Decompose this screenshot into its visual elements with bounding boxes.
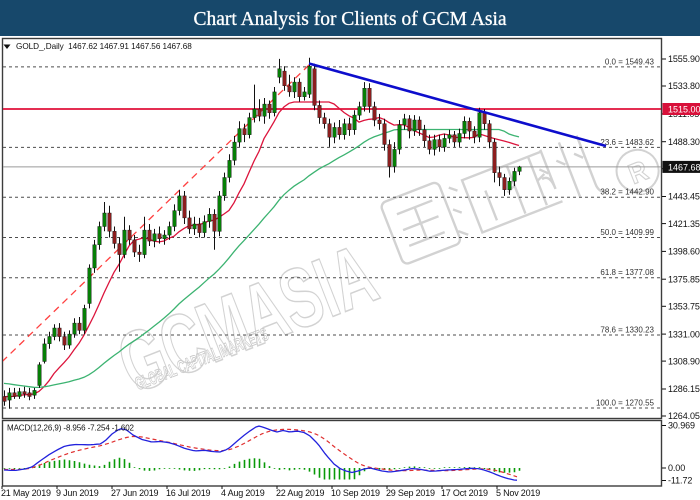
svg-text:1398.60: 1398.60 bbox=[668, 247, 700, 257]
svg-text:1421.35: 1421.35 bbox=[668, 219, 700, 229]
svg-text:1375.85: 1375.85 bbox=[668, 274, 700, 284]
svg-text:0.0 = 1549.43: 0.0 = 1549.43 bbox=[605, 57, 655, 66]
svg-text:10 Sep 2019: 10 Sep 2019 bbox=[331, 488, 380, 498]
svg-text:22 Aug 2019: 22 Aug 2019 bbox=[276, 488, 325, 498]
svg-text:4 Aug 2019: 4 Aug 2019 bbox=[221, 488, 265, 498]
svg-text:1286.15: 1286.15 bbox=[668, 384, 700, 394]
svg-text:16 Jul 2019: 16 Jul 2019 bbox=[166, 488, 211, 498]
svg-text:50.0 = 1409.99: 50.0 = 1409.99 bbox=[600, 228, 654, 237]
svg-text:1555.90: 1555.90 bbox=[668, 54, 700, 64]
svg-text:MACD(12,26,9) -8.956 -7.254 -1: MACD(12,26,9) -8.956 -7.254 -1.602 bbox=[7, 424, 135, 433]
svg-text:Chart Analysis for Clients of: Chart Analysis for Clients of GCM Asia bbox=[193, 9, 506, 30]
svg-text:1331.00: 1331.00 bbox=[668, 329, 700, 339]
svg-text:1533.80: 1533.80 bbox=[668, 81, 700, 91]
svg-text:30.969: 30.969 bbox=[668, 421, 695, 431]
svg-text:27 Jun 2019: 27 Jun 2019 bbox=[111, 488, 159, 498]
svg-text:1308.90: 1308.90 bbox=[668, 356, 700, 366]
svg-text:9 Jun 2019: 9 Jun 2019 bbox=[56, 488, 99, 498]
svg-text:29 Sep 2019: 29 Sep 2019 bbox=[386, 488, 435, 498]
svg-text:1488.30: 1488.30 bbox=[668, 137, 700, 147]
svg-text:1467.68: 1467.68 bbox=[668, 162, 700, 172]
svg-text:38.2 = 1442.90: 38.2 = 1442.90 bbox=[600, 188, 654, 197]
svg-text:78.6 = 1330.23: 78.6 = 1330.23 bbox=[600, 326, 654, 335]
svg-text:21 May 2019: 21 May 2019 bbox=[1, 488, 51, 498]
svg-text:61.8 = 1377.08: 61.8 = 1377.08 bbox=[600, 268, 654, 277]
svg-text:1515.00: 1515.00 bbox=[668, 104, 700, 114]
svg-text:1443.45: 1443.45 bbox=[668, 192, 700, 202]
svg-text:GOLD_,Daily 1467.62 1467.91 1: GOLD_,Daily 1467.62 1467.91 1467.56 1467… bbox=[16, 42, 192, 51]
svg-text:5 Nov 2019: 5 Nov 2019 bbox=[496, 488, 540, 498]
svg-text:17 Oct 2019: 17 Oct 2019 bbox=[441, 488, 488, 498]
svg-text:23.6 = 1483.62: 23.6 = 1483.62 bbox=[600, 138, 654, 147]
svg-text:1264.05: 1264.05 bbox=[668, 411, 700, 421]
svg-text:100.0 = 1270.55: 100.0 = 1270.55 bbox=[596, 399, 655, 408]
svg-text:1353.75: 1353.75 bbox=[668, 302, 700, 312]
svg-text:-11.72: -11.72 bbox=[668, 476, 692, 486]
svg-text:0.00: 0.00 bbox=[668, 463, 685, 473]
